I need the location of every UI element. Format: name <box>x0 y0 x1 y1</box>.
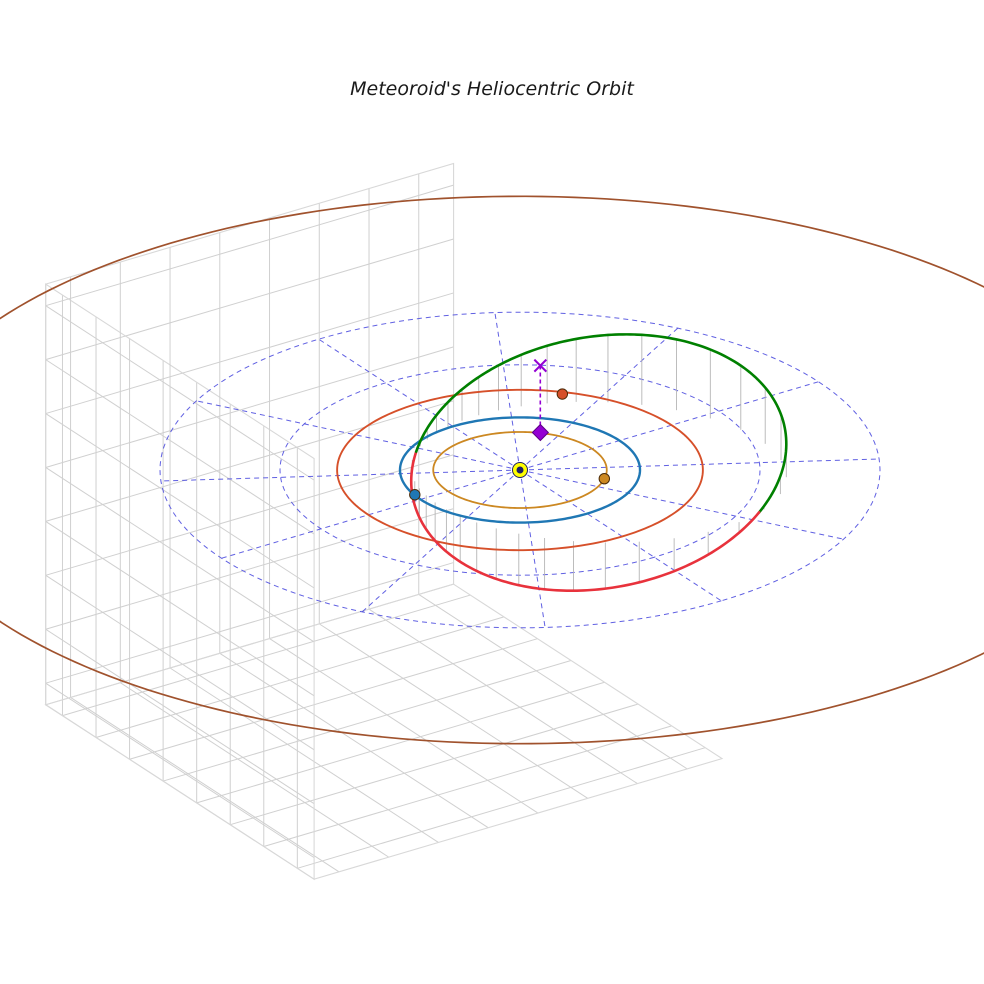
body-markers <box>409 358 611 501</box>
chart-title: Meteoroid's Heliocentric Orbit <box>350 78 635 100</box>
legend <box>32 780 332 955</box>
jupiter-orbit <box>0 195 984 745</box>
sun-core <box>516 466 524 474</box>
orbit-stem-lines <box>410 334 787 591</box>
meteoroid-orbit <box>409 333 788 592</box>
aphelion-projection-marker <box>533 358 548 373</box>
axes-panes <box>44 162 724 881</box>
venus-marker <box>598 473 611 485</box>
earth-marker <box>409 489 421 501</box>
planet-orbits <box>336 388 704 552</box>
mars-marker <box>556 388 569 400</box>
aphelion-marker <box>531 423 550 442</box>
